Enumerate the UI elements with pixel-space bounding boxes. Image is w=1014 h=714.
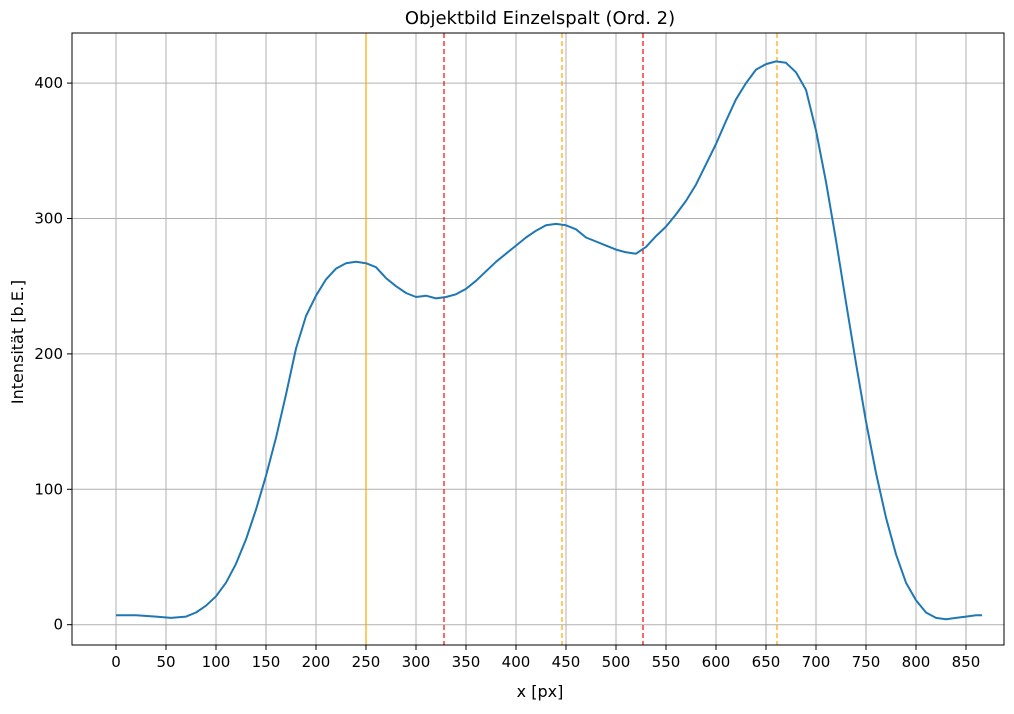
x-tick-label: 150 (252, 653, 281, 671)
x-tick-label: 600 (702, 653, 731, 671)
x-tick-label: 550 (652, 653, 681, 671)
x-tick-label: 400 (502, 653, 531, 671)
x-tick-label: 500 (602, 653, 631, 671)
x-tick-label: 650 (752, 653, 781, 671)
y-tick-label: 300 (34, 209, 63, 227)
x-tick-label: 450 (552, 653, 581, 671)
x-tick-label: 300 (402, 653, 431, 671)
x-tick-label: 50 (156, 653, 175, 671)
x-tick-label: 800 (902, 653, 931, 671)
x-tick-label: 750 (852, 653, 881, 671)
y-tick-label: 100 (34, 480, 63, 498)
x-tick-label: 200 (302, 653, 331, 671)
y-axis-label: Intensität [b.E.] (8, 280, 27, 404)
chart-title: Objektbild Einzelspalt (Ord. 2) (405, 8, 675, 29)
x-tick-label: 250 (352, 653, 381, 671)
y-tick-label: 400 (34, 74, 63, 92)
y-axis-ticks: 0 100 200 300 400 (34, 74, 72, 634)
x-tick-label: 100 (202, 653, 231, 671)
x-axis-label: x [px] (517, 682, 564, 701)
y-tick-label: 0 (53, 616, 63, 634)
series-line (116, 60, 982, 621)
series-layer (116, 60, 982, 621)
plot-frame (71, 32, 1005, 646)
reference-lines (365, 33, 778, 645)
x-tick-label: 850 (952, 653, 981, 671)
x-axis-ticks: 0 50 100 150 200 250 300 350 400 450 500 550 600 650 7… (111, 645, 980, 671)
x-tick-label: 700 (802, 653, 831, 671)
grid (72, 33, 1004, 645)
y-tick-label: 200 (34, 345, 63, 363)
x-tick-label: 0 (111, 653, 121, 671)
x-tick-label: 350 (452, 653, 481, 671)
